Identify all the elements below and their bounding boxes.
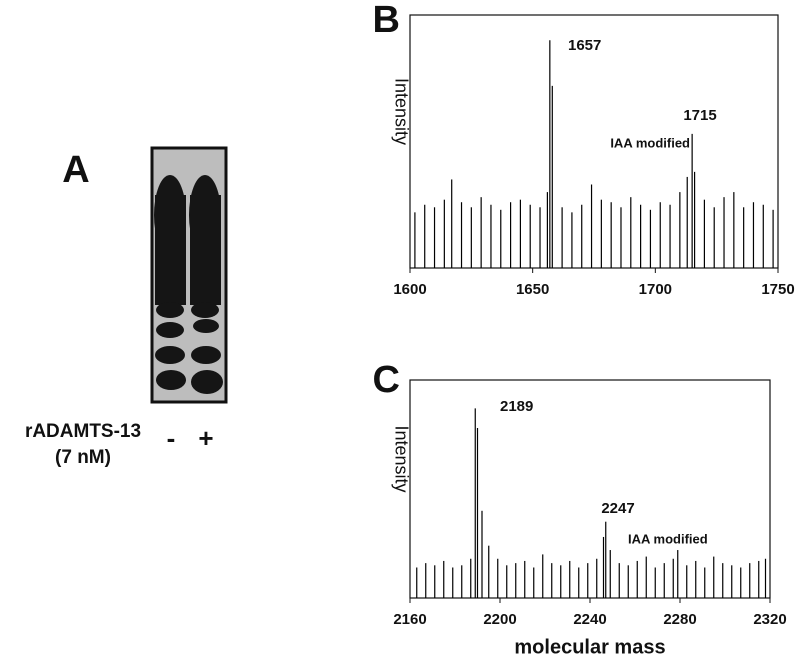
- x-tick-label: 1650: [516, 281, 549, 298]
- gel-bands: [154, 175, 223, 394]
- peak-annotation: 1715: [683, 107, 716, 124]
- plot-frame: [409, 379, 771, 599]
- y-axis-label: Intensity: [391, 425, 411, 492]
- x-tick-label: 2160: [393, 611, 426, 628]
- x-tick-label: 2200: [483, 611, 516, 628]
- lane-label: -: [167, 423, 176, 453]
- peak-annotation: 2247: [601, 500, 634, 517]
- x-tick-label: 2280: [663, 611, 696, 628]
- x-tick-label: 2320: [753, 611, 786, 628]
- peak-annotation: 1657: [568, 37, 601, 54]
- x-tick-label: 2240: [573, 611, 606, 628]
- x-tick-label: 1750: [761, 281, 794, 298]
- panel-label: A: [62, 149, 89, 191]
- condition-label: rADAMTS-13: [25, 421, 141, 442]
- panel-label: C: [373, 359, 400, 401]
- panel-label: B: [373, 0, 400, 41]
- x-tick-label: 1700: [639, 281, 672, 298]
- gel: [150, 146, 228, 404]
- x-axis-label: molecular mass: [514, 636, 665, 658]
- condition-label: (7 nM): [55, 447, 111, 468]
- peak-annotation: 2189: [500, 398, 533, 415]
- plot-frame: [409, 14, 779, 269]
- lane-label: +: [198, 423, 213, 453]
- peak-annotation: IAA modified: [610, 135, 690, 150]
- peak-annotation: IAA modified: [628, 531, 708, 546]
- x-tick-label: 1600: [393, 281, 426, 298]
- y-axis-label: Intensity: [391, 78, 411, 145]
